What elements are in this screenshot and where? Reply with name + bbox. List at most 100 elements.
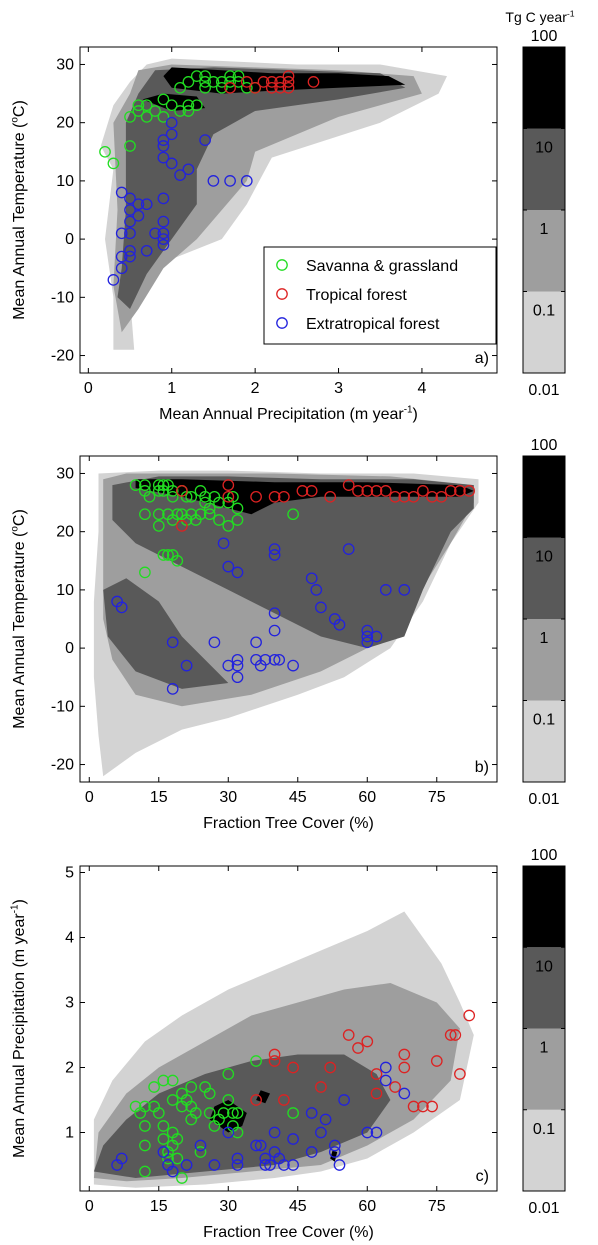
- data-point: [174, 81, 186, 94]
- x-axis-label-base: Mean Annual Precipitation (m year: [159, 406, 404, 423]
- density-region: [117, 67, 406, 310]
- data-point: [199, 76, 211, 88]
- data-point: [342, 543, 355, 555]
- data-point: [157, 1120, 170, 1132]
- data-point: [305, 1146, 318, 1158]
- data-point: [222, 1094, 235, 1106]
- data-point: [152, 520, 165, 532]
- series-extratropical: [107, 116, 253, 286]
- x-tick-label: 1: [167, 380, 176, 397]
- data-point: [203, 1087, 216, 1100]
- data-point: [379, 1074, 392, 1087]
- data-point: [157, 151, 170, 164]
- data-point: [227, 490, 239, 503]
- data-point: [115, 186, 128, 199]
- colorbar-segment: [523, 1028, 565, 1110]
- colorbar-tick-label: 100: [531, 437, 558, 454]
- data-point: [444, 1029, 457, 1041]
- y-axis-label: Mean Annual Temperature (oC): [10, 509, 28, 729]
- data-point: [231, 653, 244, 666]
- data-point: [268, 624, 281, 637]
- data-point: [182, 76, 195, 88]
- x-tick-label: 0: [85, 1198, 94, 1215]
- panel-label: b): [475, 759, 489, 776]
- y-axis-label-base: Mean Annual Temperature (: [11, 531, 28, 729]
- plot-frame: [79, 455, 498, 783]
- colorbar-2: 0.01 0.1 1 10 100: [522, 437, 566, 808]
- data-point: [254, 1139, 267, 1152]
- density-layer: [93, 470, 479, 777]
- data-point: [190, 70, 203, 82]
- plot-frame: [79, 46, 498, 374]
- colorbar-segment: [523, 700, 565, 782]
- data-point: [361, 630, 374, 643]
- data-point: [166, 485, 179, 497]
- data-point: [132, 209, 145, 222]
- x-tick-label: 0: [84, 380, 93, 397]
- data-point: [319, 1113, 332, 1126]
- density-region: [256, 1090, 270, 1104]
- density-region: [103, 578, 229, 689]
- data-point: [152, 1107, 165, 1119]
- data-point: [278, 1159, 290, 1171]
- x-axis-label: Fraction Tree Cover (%): [203, 815, 374, 832]
- data-point: [250, 636, 262, 649]
- data-point: [129, 479, 142, 491]
- data-point: [166, 636, 179, 649]
- data-point: [115, 1152, 128, 1165]
- data-point: [282, 70, 295, 82]
- data-point: [165, 116, 178, 129]
- data-point: [231, 1152, 244, 1165]
- data-point: [227, 1107, 239, 1119]
- density-region: [330, 1150, 338, 1162]
- data-point: [157, 215, 170, 228]
- data-point: [250, 1055, 262, 1067]
- x-tick-label: 15: [150, 1198, 168, 1215]
- data-point: [194, 1146, 207, 1158]
- data-point: [430, 1055, 443, 1067]
- y-axis-label-tail: ): [11, 899, 28, 904]
- data-point: [215, 76, 228, 88]
- data-point: [115, 250, 128, 263]
- data-point: [165, 157, 178, 170]
- data-point: [171, 1133, 184, 1145]
- colorbar-unit-label-base: Tg C year: [505, 9, 567, 25]
- data-point: [305, 485, 318, 497]
- x-tick-label: 45: [289, 1198, 307, 1215]
- data-point: [176, 520, 188, 532]
- data-point: [310, 584, 323, 596]
- x-tick-label: 3: [334, 380, 343, 397]
- legend: Savanna & grassland Tropical forest Extrat…: [263, 246, 497, 345]
- data-point: [115, 227, 128, 240]
- data-point: [157, 134, 170, 146]
- colorbar-segment: [523, 947, 565, 1029]
- colorbar-segment: [523, 619, 565, 701]
- data-point: [240, 81, 253, 94]
- data-point: [157, 93, 170, 106]
- colorbar-tick-label: 10: [535, 958, 553, 975]
- data-point: [324, 490, 337, 503]
- data-point: [370, 1087, 383, 1100]
- data-point: [199, 70, 211, 82]
- colorbar-segment: [523, 47, 565, 129]
- data-point: [124, 215, 136, 228]
- data-point: [231, 566, 244, 579]
- data-point: [268, 543, 281, 555]
- y-tick-label: 10: [56, 173, 74, 190]
- data-point: [240, 76, 253, 88]
- data-point: [217, 537, 230, 550]
- data-point: [379, 584, 392, 596]
- y-tick-label: 1: [65, 1125, 74, 1142]
- data-point: [176, 1172, 188, 1184]
- x-axis-label: Fraction Tree Cover (%): [203, 1224, 374, 1241]
- colorbar-segment: [523, 1109, 565, 1191]
- data-point: [176, 508, 188, 521]
- data-point: [231, 671, 244, 684]
- data-point: [208, 636, 221, 649]
- data-point: [190, 99, 203, 112]
- data-point: [231, 659, 244, 672]
- colorbar-tick-label: 100: [531, 847, 558, 864]
- y-axis-label: Mean Annual Precipitation (m year-1): [10, 899, 28, 1158]
- data-point: [449, 1029, 462, 1041]
- x-tick-label: 2: [251, 380, 260, 397]
